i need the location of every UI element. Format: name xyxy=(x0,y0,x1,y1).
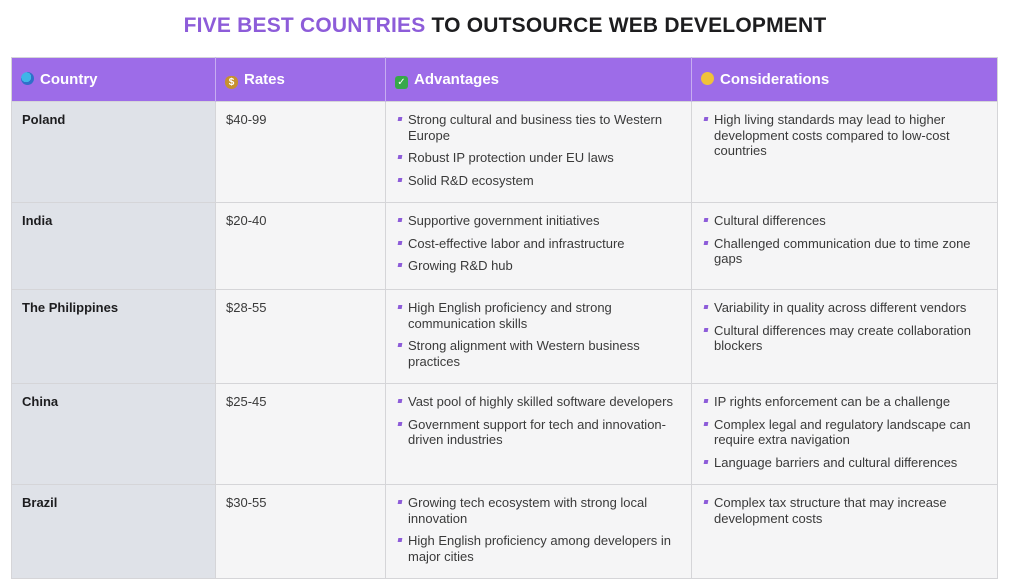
considerations-cell: Complex tax structure that may increase … xyxy=(691,484,998,579)
advantages-list: Vast pool of highly skilled software dev… xyxy=(396,394,681,448)
country-cell: Brazil xyxy=(11,484,216,579)
advantages-list: Supportive government initiatives Cost-e… xyxy=(396,213,681,274)
header-rates: $ Rates xyxy=(215,57,386,102)
list-item: Complex tax structure that may increase … xyxy=(702,495,987,526)
header-row: Country $ Rates ✓ Advantages Consideration… xyxy=(11,57,998,102)
list-item: Vast pool of highly skilled software dev… xyxy=(396,394,681,410)
considerations-cell: Cultural differences Challenged communic… xyxy=(691,202,998,290)
list-item: Robust IP protection under EU laws xyxy=(396,150,681,166)
advantages-cell: Strong cultural and business ties to Wes… xyxy=(385,101,692,203)
header-rates-label: Rates xyxy=(244,70,285,88)
list-item: High English proficiency and strong comm… xyxy=(396,300,681,331)
considerations-list: Complex tax structure that may increase … xyxy=(702,495,987,526)
header-country: Country xyxy=(11,57,216,102)
country-cell: China xyxy=(11,383,216,485)
header-considerations-label: Considerations xyxy=(720,71,830,88)
considerations-cell: High living standards may lead to higher… xyxy=(691,101,998,203)
considerations-cell: IP rights enforcement can be a challenge… xyxy=(691,383,998,485)
rate-cell: $30-55 xyxy=(215,484,386,579)
list-item: Strong alignment with Western business p… xyxy=(396,338,681,369)
table-row: India $20-40 Supportive government initi… xyxy=(11,202,998,290)
advantages-cell: Vast pool of highly skilled software dev… xyxy=(385,383,692,485)
title-rest: TO OUTSOURCE WEB DEVELOPMENT xyxy=(425,14,827,37)
check-mark-icon: ✓ xyxy=(395,75,408,89)
table-row: Brazil $30-55 Growing tech ecosystem wit… xyxy=(11,484,998,579)
list-item: Strong cultural and business ties to Wes… xyxy=(396,112,681,143)
advantages-cell: Supportive government initiatives Cost-e… xyxy=(385,202,692,290)
list-item: Cultural differences xyxy=(702,213,987,229)
advantages-list: Strong cultural and business ties to Wes… xyxy=(396,112,681,188)
country-cell: The Philippines xyxy=(11,289,216,384)
page-title: FIVE BEST COUNTRIES TO OUTSOURCE WEB DEV… xyxy=(0,14,1010,38)
list-item: Variability in quality across different … xyxy=(702,300,987,316)
list-item: Language barriers and cultural differenc… xyxy=(702,455,987,471)
header-country-label: Country xyxy=(40,71,98,88)
advantages-list: High English proficiency and strong comm… xyxy=(396,300,681,369)
country-cell: India xyxy=(11,202,216,290)
considerations-list: Variability in quality across different … xyxy=(702,300,987,354)
list-item: Complex legal and regulatory landscape c… xyxy=(702,417,987,448)
table-row: The Philippines $28-55 High English prof… xyxy=(11,289,998,384)
globe-icon xyxy=(21,72,34,85)
rate-cell: $20-40 xyxy=(215,202,386,290)
list-item: Growing R&D hub xyxy=(396,258,681,274)
rate-cell: $25-45 xyxy=(215,383,386,485)
table-row: Poland $40-99 Strong cultural and busine… xyxy=(11,101,998,203)
list-item: IP rights enforcement can be a challenge xyxy=(702,394,987,410)
list-item: Supportive government initiatives xyxy=(396,213,681,229)
country-cell: Poland xyxy=(11,101,216,203)
advantages-cell: Growing tech ecosystem with strong local… xyxy=(385,484,692,579)
advantages-cell: High English proficiency and strong comm… xyxy=(385,289,692,384)
advantages-list: Growing tech ecosystem with strong local… xyxy=(396,495,681,564)
considerations-cell: Variability in quality across different … xyxy=(691,289,998,384)
list-item: Cultural differences may create collabor… xyxy=(702,323,987,354)
money-bag-icon: $ xyxy=(225,75,238,89)
list-item: High living standards may lead to higher… xyxy=(702,112,987,159)
considerations-list: Cultural differences Challenged communic… xyxy=(702,213,987,267)
list-item: Cost-effective labor and infrastructure xyxy=(396,236,681,252)
countries-table: Country $ Rates ✓ Advantages Consideration… xyxy=(11,57,998,579)
list-item: Growing tech ecosystem with strong local… xyxy=(396,495,681,526)
header-advantages: ✓ Advantages xyxy=(385,57,692,102)
considerations-list: High living standards may lead to higher… xyxy=(702,112,987,159)
header-considerations: Considerations xyxy=(691,57,998,102)
list-item: Government support for tech and innovati… xyxy=(396,417,681,448)
list-item: Solid R&D ecosystem xyxy=(396,173,681,189)
table-row: China $25-45 Vast pool of highly skilled… xyxy=(11,383,998,485)
considerations-list: IP rights enforcement can be a challenge… xyxy=(702,394,987,470)
title-highlight: FIVE BEST COUNTRIES xyxy=(183,14,426,37)
list-item: High English proficiency among developer… xyxy=(396,533,681,564)
rate-cell: $28-55 xyxy=(215,289,386,384)
thinking-face-icon xyxy=(701,72,714,85)
header-advantages-label: Advantages xyxy=(414,70,500,88)
rate-cell: $40-99 xyxy=(215,101,386,203)
list-item: Challenged communication due to time zon… xyxy=(702,236,987,267)
